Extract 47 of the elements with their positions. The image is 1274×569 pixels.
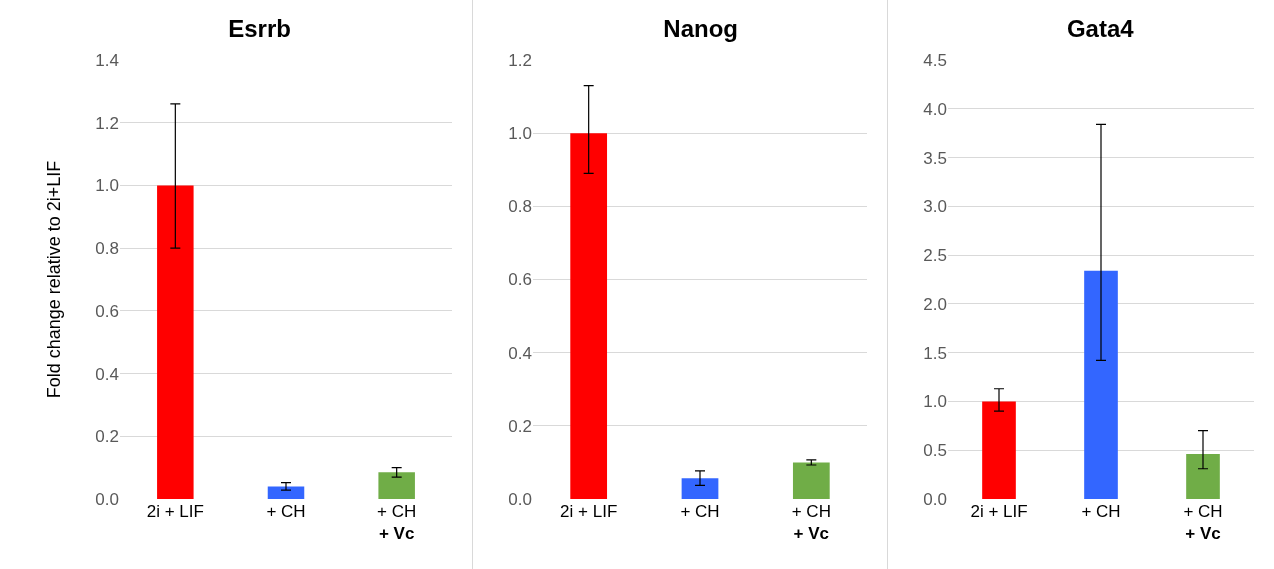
y-tick-label: 2.0 xyxy=(923,294,947,314)
bar xyxy=(982,401,1016,499)
chart-title: Esrrb xyxy=(228,14,291,42)
y-tick-label: 0.0 xyxy=(923,489,947,509)
x-tick-label: 2i + LIF xyxy=(970,502,1028,521)
y-tick-label: 4.0 xyxy=(923,99,947,119)
y-tick-label: 0.4 xyxy=(95,364,119,384)
x-tick-label: + CH + Vc xyxy=(1183,502,1223,544)
bar xyxy=(1186,454,1220,499)
y-tick-label: 0.4 xyxy=(508,343,532,363)
bar xyxy=(681,478,719,499)
x-tick-label: 2i + LIF xyxy=(146,502,204,521)
y-tick-label: 1.5 xyxy=(923,343,947,363)
bar xyxy=(378,472,415,499)
chart-title: Nanog xyxy=(663,14,739,42)
x-tick-label: + CH xyxy=(266,502,306,521)
y-tick-label: 0.8 xyxy=(508,197,532,217)
y-tick-label: 0.2 xyxy=(95,427,119,447)
y-tick-label: 1.0 xyxy=(95,176,119,196)
y-tick-label: 3.0 xyxy=(923,197,947,217)
y-tick-label: 1.0 xyxy=(508,124,532,144)
x-tick-label: 2i + LIF xyxy=(560,502,618,521)
y-axis-title: Fold change relative to 2i+LIF xyxy=(43,160,64,399)
y-tick-label: 3.5 xyxy=(923,148,947,168)
bar xyxy=(570,133,608,499)
y-tick-label: 0.8 xyxy=(95,239,119,259)
bar xyxy=(267,486,305,499)
y-tick-label: 2.5 xyxy=(923,246,947,266)
y-tick-label: 0.2 xyxy=(508,416,532,436)
y-tick-label: 0.6 xyxy=(95,301,119,321)
bar xyxy=(157,185,194,499)
y-tick-label: 4.5 xyxy=(923,50,947,70)
x-tick-label: + CH xyxy=(680,502,720,521)
bar xyxy=(1084,270,1118,499)
y-tick-label: 1.2 xyxy=(508,50,532,70)
x-tick-label: + CH + Vc xyxy=(791,502,831,544)
chart-title: Gata4 xyxy=(1066,14,1135,42)
x-tick-label: + CH xyxy=(1081,502,1121,521)
bar xyxy=(792,462,830,499)
y-tick-label: 1.2 xyxy=(95,113,119,133)
y-tick-label: 1.4 xyxy=(95,50,119,70)
y-tick-label: 1.0 xyxy=(923,392,947,412)
y-tick-label: 0.5 xyxy=(923,441,947,461)
x-tick-label: + CH + Vc xyxy=(377,502,417,544)
y-tick-label: 0.6 xyxy=(508,270,532,290)
y-tick-label: 0.0 xyxy=(95,489,119,509)
y-tick-label: 0.0 xyxy=(508,489,532,509)
